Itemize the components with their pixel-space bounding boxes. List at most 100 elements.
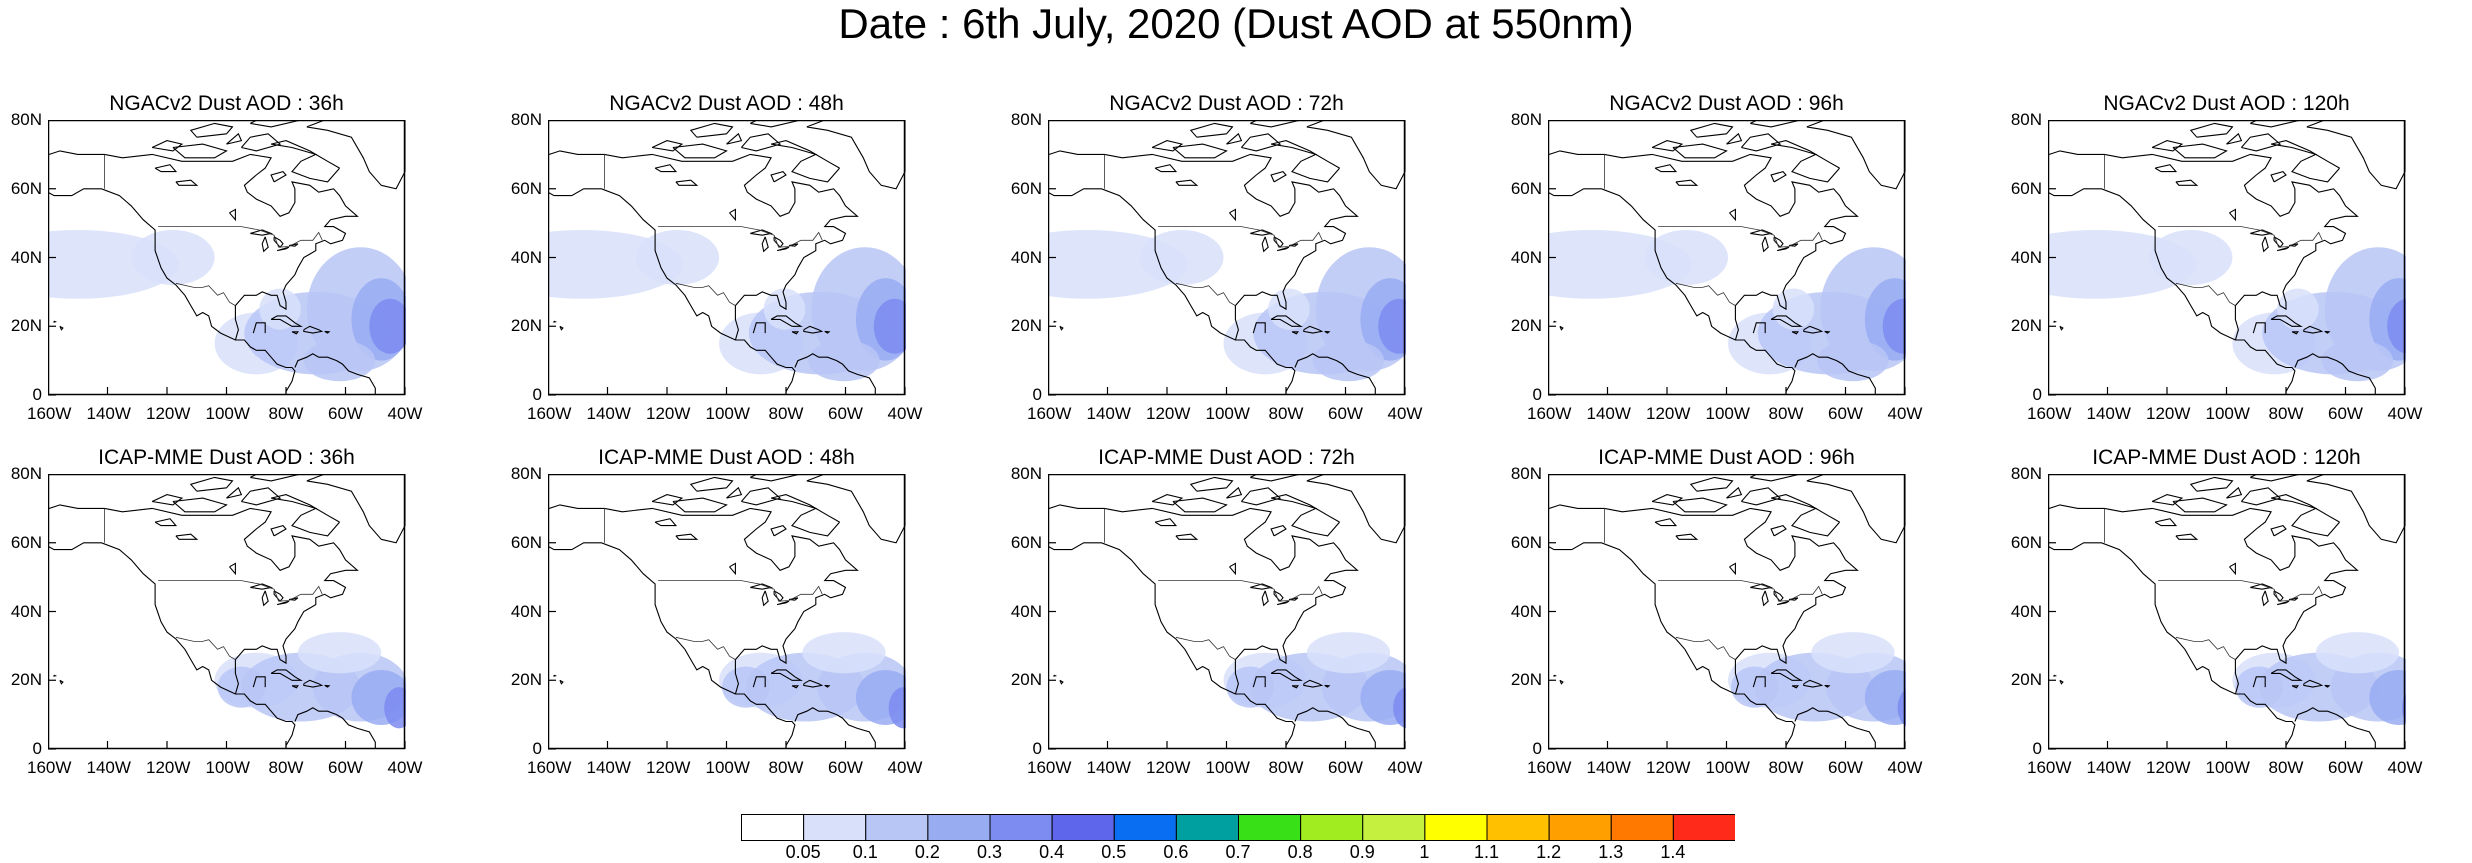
map-panel [1548,474,1906,750]
coastline [548,150,859,341]
political-border [658,580,823,602]
dust-aod-area [2277,288,2319,330]
coastline [654,164,678,173]
coastline [1726,486,1743,499]
lon-tick-label: 120W [1646,758,1691,777]
coastline [175,179,199,186]
lon-tick-label: 100W [1205,758,1250,777]
coastline [1189,122,1234,138]
lat-tick-label: 0 [32,385,42,404]
coastline [1750,120,1806,128]
coastline [2048,504,2359,695]
political-border [2158,226,2323,248]
dust-aod-area [873,298,906,354]
lon-tick-label: 100W [205,404,250,423]
coastline [2175,179,2199,186]
coastline [1806,120,1906,190]
coastline [303,325,324,334]
map-panel [548,120,906,396]
lon-tick-label: 120W [646,758,691,777]
coastline [151,140,184,152]
colorbar-swatch [1610,814,1674,841]
coastline [1740,133,1782,152]
coastline [303,679,324,688]
colorbar-swatch [741,814,805,841]
lat-tick-label: 80N [1510,464,1542,483]
coastline [1303,679,1324,688]
coastline [1726,132,1743,145]
lon-tick-label: 60W [2328,758,2363,777]
coastline [1229,562,1236,576]
lon-tick-label: 160W [1527,404,1572,423]
lon-tick-label: 120W [1146,758,1191,777]
political-border [158,580,323,602]
lat-tick-label: 80N [10,110,42,129]
coastline [1053,320,1058,323]
dust-aod-area [1817,340,1889,382]
political-border [175,636,236,660]
dust-aod-area [808,340,880,382]
coastline [1750,583,1774,590]
lat-tick-label: 60N [10,178,42,198]
coastline [729,562,736,576]
panel-title: ICAP-MME Dust AOD : 96h [1598,446,1855,469]
colorbar-label: 1.4 [1660,842,1686,862]
coastline [2270,315,2303,327]
coastline [1548,504,1859,695]
lat-tick-label: 60N [2010,178,2042,198]
coastline [2270,669,2303,681]
coastline [2151,140,2184,152]
coastline [1803,325,1824,334]
political-border [158,226,323,248]
lon-tick-label: 100W [205,758,250,777]
coastline [1553,674,1558,677]
coastline [2276,600,2290,606]
coastline [1226,132,1243,145]
political-border [2158,580,2323,602]
lat-tick-label: 40N [10,601,42,621]
lat-tick-label: 60N [2010,532,2042,552]
lat-tick-label: 0 [1532,385,1542,404]
lon-tick-label: 80W [268,758,304,777]
lon-tick-label: 120W [146,404,191,423]
lat-tick-label: 0 [2032,739,2042,758]
coastline [273,590,284,603]
coastline [189,122,234,138]
map-panel [2048,474,2406,750]
coastline [750,120,806,128]
coastline [1273,236,1284,249]
lat-tick-label: 60N [1510,532,1542,552]
colorbar-label: 0.5 [1101,842,1127,862]
coastline [270,315,303,327]
lat-tick-label: 80N [1010,464,1042,483]
coastline [2270,140,2341,183]
lon-tick-label: 140W [86,758,131,777]
dust-aod-area [384,687,406,729]
coastline [1770,140,1841,183]
coastline [59,325,64,331]
coastline [1750,229,1774,236]
coastline [1750,474,1806,482]
coastline [1651,494,1684,506]
lat-tick-label: 0 [1032,385,1042,404]
lat-tick-label: 60N [1010,178,1042,198]
lat-tick-label: 20N [2010,316,2042,336]
dust-aod-area [2149,230,2233,285]
coastline [1059,325,1064,331]
coastline [1252,676,1266,688]
coastline [240,487,282,506]
coastline [306,120,406,190]
coastline [2229,562,2236,576]
lat-tick-label: 60N [10,532,42,552]
coastline [250,229,274,236]
coastline [53,320,58,323]
lon-tick-label: 80W [1268,404,1304,423]
coastline [1559,325,1564,331]
coastline [824,684,831,688]
lat-tick-label: 80N [1010,110,1042,129]
lon-tick-label: 60W [1828,404,1863,423]
panel-title: NGACv2 Dust AOD : 72h [1109,92,1344,115]
lat-tick-label: 0 [532,385,542,404]
coastline [776,600,790,606]
coastline [1048,504,1359,695]
